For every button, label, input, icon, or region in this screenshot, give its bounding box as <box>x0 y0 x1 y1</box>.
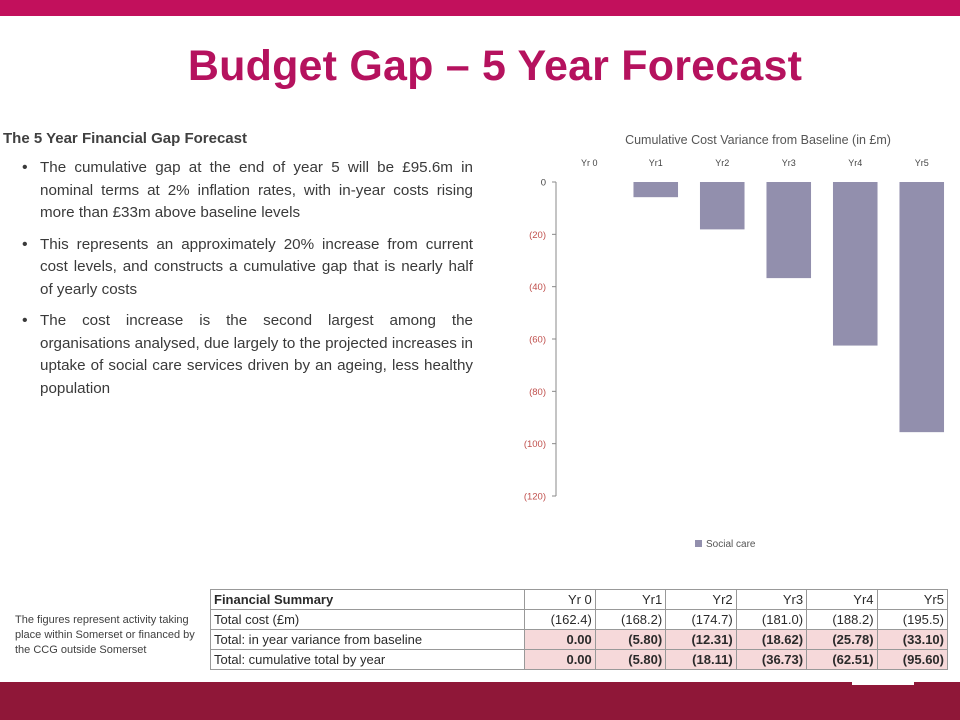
table-cell: (36.73) <box>735 649 808 670</box>
y-tick-label: (120) <box>524 492 546 503</box>
row-label: Total: in year variance from baseline <box>209 629 526 650</box>
table-header-row: Financial Summary Yr 0 Yr1 Yr2 Yr3 Yr4 Y… <box>209 589 949 610</box>
table-header-cell: Yr3 <box>735 589 808 610</box>
table-cell: (195.5) <box>876 609 949 630</box>
table-cell: (12.31) <box>665 629 737 650</box>
legend-label: Social care <box>706 539 756 550</box>
table-cell: (18.62) <box>735 629 808 650</box>
bar-chart: Cumulative Cost Variance from Baseline (… <box>524 133 945 550</box>
x-tick-label: Yr 0 <box>581 158 598 168</box>
table-cell: (25.78) <box>806 629 878 650</box>
table-header-cell: Yr4 <box>806 589 878 610</box>
bullet-glyph: • <box>22 235 28 253</box>
table-header-cell: Financial Summary <box>209 589 526 610</box>
y-tick-label: (20) <box>529 230 546 241</box>
y-tick-label: (40) <box>529 282 546 293</box>
bullet-glyph: • <box>22 312 28 329</box>
table-row: Total: cumulative total by year 0.00 (5.… <box>209 649 949 670</box>
bullet-item: • The cumulative gap at the end of year … <box>18 157 473 225</box>
bullet-text: The cost increase is the second largest … <box>40 312 473 397</box>
table-row: Total: in year variance from baseline 0.… <box>209 629 949 650</box>
table-cell: (62.51) <box>806 649 878 670</box>
y-tick-label: (100) <box>524 439 546 450</box>
bottom-footer-bar <box>0 682 960 720</box>
section-heading: The 5 Year Financial Gap Forecast <box>3 130 247 147</box>
table-cell: (18.11) <box>665 649 737 670</box>
footnote: The figures represent activity taking pl… <box>15 614 195 656</box>
x-tick-label: Yr5 <box>915 158 929 168</box>
table-cell: (5.80) <box>594 649 667 670</box>
table-row: Total cost (£m) (162.4) (168.2) (174.7) … <box>209 609 949 630</box>
table-cell: 0.00 <box>524 649 596 670</box>
bullet-list: • The cumulative gap at the end of year … <box>18 157 473 409</box>
y-tick-label: (80) <box>529 387 546 398</box>
page-title: Budget Gap – 5 Year Forecast <box>187 42 803 90</box>
table-cell: (168.2) <box>594 609 667 630</box>
table-header-cell: Yr1 <box>594 589 667 610</box>
table-cell: (162.4) <box>524 609 596 630</box>
row-label: Total: cumulative total by year <box>209 649 526 670</box>
row-label: Total cost (£m) <box>209 609 526 630</box>
bullet-item: • The cost increase is the second larges… <box>18 310 473 400</box>
bar <box>766 182 812 279</box>
footer-accent-line <box>852 682 914 685</box>
table-cell: (33.10) <box>876 629 949 650</box>
table-cell: 0.00 <box>524 629 596 650</box>
table-cell: (188.2) <box>806 609 878 630</box>
bullet-text: The cumulative gap at the end of year 5 … <box>40 159 473 221</box>
bar <box>633 182 679 198</box>
chart-title: Cumulative Cost Variance from Baseline (… <box>625 133 891 147</box>
x-tick-label: Yr2 <box>715 158 729 168</box>
table-header-cell: Yr2 <box>665 589 737 610</box>
legend-swatch <box>695 540 702 547</box>
bar <box>832 182 878 346</box>
financial-summary-table: Financial Summary Yr 0 Yr1 Yr2 Yr3 Yr4 Y… <box>209 589 949 670</box>
table-cell: (174.7) <box>665 609 737 630</box>
bullet-item: • This represents an approximately 20% i… <box>18 234 473 302</box>
chart-container: Cumulative Cost Variance from Baseline (… <box>515 124 955 564</box>
bar <box>899 182 945 433</box>
bar <box>699 182 745 230</box>
table-cell: (181.0) <box>735 609 808 630</box>
table-header-cell: Yr 0 <box>524 589 596 610</box>
bullet-glyph: • <box>22 159 28 176</box>
y-tick-label: 0 <box>541 178 546 189</box>
y-tick-label: (60) <box>529 335 546 346</box>
top-accent-bar <box>0 0 960 16</box>
table-header-cell: Yr5 <box>876 589 949 610</box>
table-cell: (5.80) <box>594 629 667 650</box>
x-tick-label: Yr3 <box>782 158 796 168</box>
table-cell: (95.60) <box>876 649 949 670</box>
x-tick-label: Yr1 <box>649 158 663 168</box>
x-tick-label: Yr4 <box>848 158 862 168</box>
bullet-text: This represents an approximately 20% inc… <box>40 235 473 298</box>
